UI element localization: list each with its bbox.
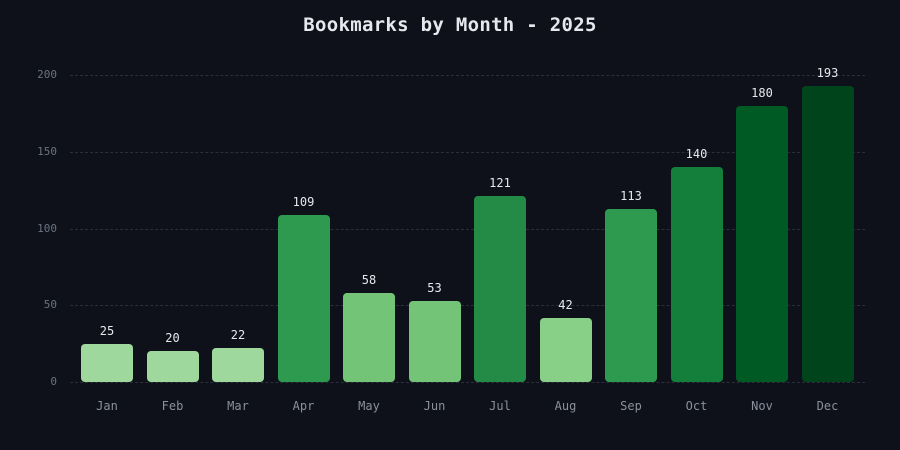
x-tick-label: Nov bbox=[751, 399, 773, 413]
y-tick-label: 200 bbox=[37, 68, 57, 81]
bar-dec[interactable] bbox=[801, 85, 854, 382]
value-label: 193 bbox=[816, 65, 839, 80]
value-label: 22 bbox=[230, 328, 246, 343]
bar-may[interactable] bbox=[343, 292, 395, 382]
value-label: 113 bbox=[620, 188, 642, 203]
bar-feb[interactable] bbox=[146, 351, 199, 382]
bar-jan[interactable] bbox=[81, 343, 133, 382]
x-tick-label: Mar bbox=[227, 399, 249, 413]
y-tick-label: 100 bbox=[37, 221, 57, 235]
gridline bbox=[70, 228, 865, 230]
x-tick-label: Oct bbox=[685, 399, 708, 413]
gridline bbox=[70, 75, 865, 76]
gridline bbox=[70, 382, 865, 383]
bar-jun[interactable] bbox=[408, 300, 461, 382]
value-label: 20 bbox=[165, 331, 180, 346]
value-label: 109 bbox=[292, 194, 315, 209]
y-tick-label: 50 bbox=[43, 298, 57, 312]
bar-mar[interactable] bbox=[212, 348, 264, 382]
x-tick-label: May bbox=[358, 399, 380, 413]
x-tick-label: Sep bbox=[620, 399, 642, 413]
x-tick-label: Feb bbox=[161, 399, 184, 413]
gridline bbox=[70, 151, 865, 153]
value-label: 121 bbox=[489, 176, 511, 191]
value-label: 58 bbox=[361, 272, 377, 287]
x-tick-label: Jun bbox=[423, 399, 446, 413]
bar-apr[interactable] bbox=[277, 214, 330, 382]
value-label: 140 bbox=[685, 147, 708, 162]
chart-title: Bookmarks by Month - 2025 bbox=[303, 14, 597, 36]
bar-oct[interactable] bbox=[670, 167, 723, 382]
x-tick-label: Aug bbox=[554, 399, 577, 413]
bar-nov[interactable] bbox=[736, 105, 788, 382]
x-tick-label: Dec bbox=[816, 399, 839, 413]
bar-jul[interactable] bbox=[474, 196, 526, 382]
bar-sep[interactable] bbox=[605, 208, 657, 382]
value-label: 53 bbox=[427, 280, 442, 295]
x-tick-label: Jan bbox=[96, 399, 118, 413]
x-tick-label: Apr bbox=[292, 399, 315, 413]
y-tick-label: 150 bbox=[37, 144, 57, 158]
x-tick-label: Jul bbox=[489, 399, 511, 413]
value-label: 25 bbox=[99, 323, 115, 338]
bar-aug[interactable] bbox=[539, 317, 592, 382]
value-label: 42 bbox=[558, 297, 573, 312]
y-tick-label: 0 bbox=[50, 375, 57, 388]
gridline bbox=[70, 305, 865, 307]
value-label: 180 bbox=[751, 85, 773, 100]
